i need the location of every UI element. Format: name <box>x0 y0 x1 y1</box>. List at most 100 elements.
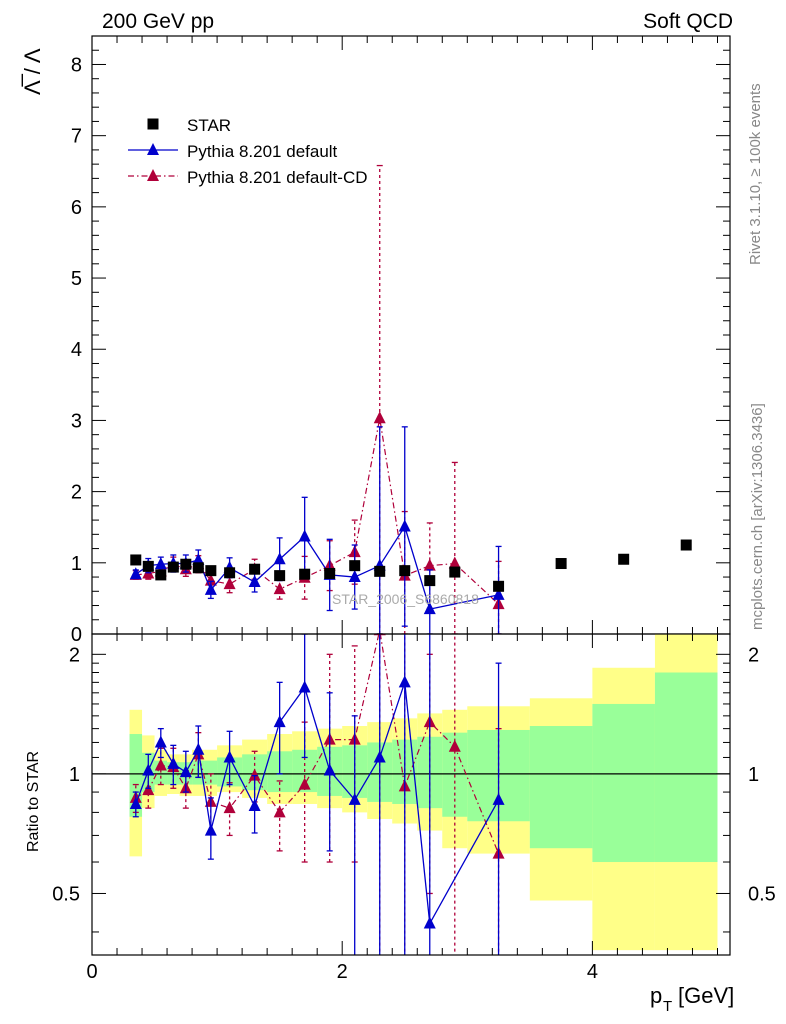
default-point <box>273 552 286 565</box>
star-point <box>180 558 192 570</box>
ratio-cd-point <box>223 801 236 814</box>
legend-star-marker <box>147 118 159 130</box>
cd-line <box>135 418 499 605</box>
star-point <box>424 575 436 587</box>
default-point <box>492 587 505 600</box>
y-tick-label: 6 <box>71 197 82 219</box>
ratio-panel: 0.5 0.5 1 1 2 2 0 2 4 <box>52 633 776 983</box>
star-point <box>374 565 386 577</box>
svg-text:T: T <box>663 998 672 1015</box>
default-point <box>348 570 361 583</box>
y-tick-label: 1 <box>71 553 82 575</box>
star-point <box>493 580 505 592</box>
y-tick-label: 5 <box>71 268 82 290</box>
ratio-default-point <box>192 742 205 755</box>
cd-point <box>373 411 386 424</box>
legend-cd-label: Pythia 8.201 default-CD <box>187 168 368 187</box>
star-point <box>449 566 461 578</box>
y-tick-label: 3 <box>71 410 82 432</box>
ratio-default-point <box>129 796 142 809</box>
ratio-default-point <box>154 735 167 748</box>
ratio-default-point <box>373 750 386 763</box>
series-star <box>130 539 692 592</box>
default-point <box>129 567 142 580</box>
x-axis-title: p T [GeV] <box>650 983 734 1015</box>
ratio-y-tick-label-left: 0.5 <box>52 883 80 905</box>
ratio-default-point <box>398 675 411 688</box>
star-point <box>618 553 630 565</box>
ratio-y-tick-label-left: 2 <box>69 644 80 666</box>
x-tick-label: 2 <box>337 961 348 983</box>
y-axis-title-top: Λ̅ / Λ <box>20 48 45 95</box>
star-point <box>224 567 236 579</box>
legend-cd-marker <box>147 169 159 181</box>
star-point <box>192 562 204 574</box>
header-right: Soft QCD <box>643 10 733 33</box>
y-tick-label: 0 <box>71 624 82 646</box>
cd-point <box>223 577 236 590</box>
ratio-cd-point <box>298 777 311 790</box>
header-left: 200 GeV pp <box>102 10 214 33</box>
ratio-cd-line <box>135 634 500 854</box>
star-point <box>142 560 154 572</box>
ratio-y-tick-label-right: 2 <box>748 644 759 666</box>
star-point <box>555 558 567 570</box>
y-tick-label: 7 <box>71 126 82 148</box>
y-tick-label: 8 <box>71 54 82 76</box>
ratio-default-point <box>248 799 261 812</box>
star-point <box>155 569 167 581</box>
mcplots-label: mcplots.cern.ch [arXiv:1306.3436] <box>749 403 766 630</box>
ratio-content <box>92 634 730 955</box>
uncertainty-band-inner <box>204 760 218 785</box>
watermark: STAR_2006_S6860818 <box>332 591 479 607</box>
uncertainty-band-inner <box>654 672 718 863</box>
ratio-default-point <box>204 823 217 836</box>
ratio-default-point <box>167 756 180 769</box>
ratio-default-point <box>348 792 361 805</box>
ratio-cd-point <box>273 805 286 818</box>
legend: STAR Pythia 8.201 default Pythia 8.201 def… <box>128 116 368 187</box>
default-point <box>154 557 167 570</box>
star-point <box>349 560 361 572</box>
bottom-frame <box>91 633 731 956</box>
main-panel: 0 1 2 3 4 5 6 7 8 <box>71 35 731 646</box>
ratio-y-tick-label-left: 1 <box>69 764 80 786</box>
uncertainty-band-inner <box>592 703 655 863</box>
default-point <box>248 575 261 588</box>
ratio-cd-point <box>142 783 155 796</box>
default-point <box>298 529 311 542</box>
ratio-default-point <box>423 916 436 929</box>
ratio-default-point <box>323 763 336 776</box>
ratio-cd-point <box>448 739 461 752</box>
ratio-default-point <box>492 792 505 805</box>
ratio-y-tick-label-right: 0.5 <box>748 883 776 905</box>
y-tick-label: 2 <box>71 482 82 504</box>
star-point <box>249 563 261 575</box>
default-point <box>204 582 217 595</box>
star-point <box>274 570 286 582</box>
svg-text:p: p <box>650 983 662 1008</box>
legend-default-marker <box>147 143 159 155</box>
star-point <box>399 565 411 577</box>
svg-text:[GeV]: [GeV] <box>678 983 734 1008</box>
cd-point <box>273 582 286 595</box>
ratio-default-point <box>179 765 192 778</box>
star-point <box>324 567 336 579</box>
rivet-version-label: Rivet 3.1.10, ≥ 100k events <box>747 83 764 265</box>
star-point <box>167 561 179 573</box>
ratio-default-point <box>142 763 155 776</box>
ratio-default-point <box>223 750 236 763</box>
ratio-cd-point <box>248 768 261 781</box>
ratio-cd-point <box>154 758 167 771</box>
y-axis-title-bottom: Ratio to STAR <box>25 751 42 852</box>
default-point <box>192 552 205 565</box>
default-point <box>398 519 411 532</box>
cd-point <box>448 556 461 569</box>
star-point <box>130 554 142 566</box>
star-point <box>680 539 692 551</box>
star-point <box>299 568 311 580</box>
default-point <box>423 602 436 615</box>
star-point <box>205 565 217 577</box>
ratio-default-point <box>298 680 311 693</box>
